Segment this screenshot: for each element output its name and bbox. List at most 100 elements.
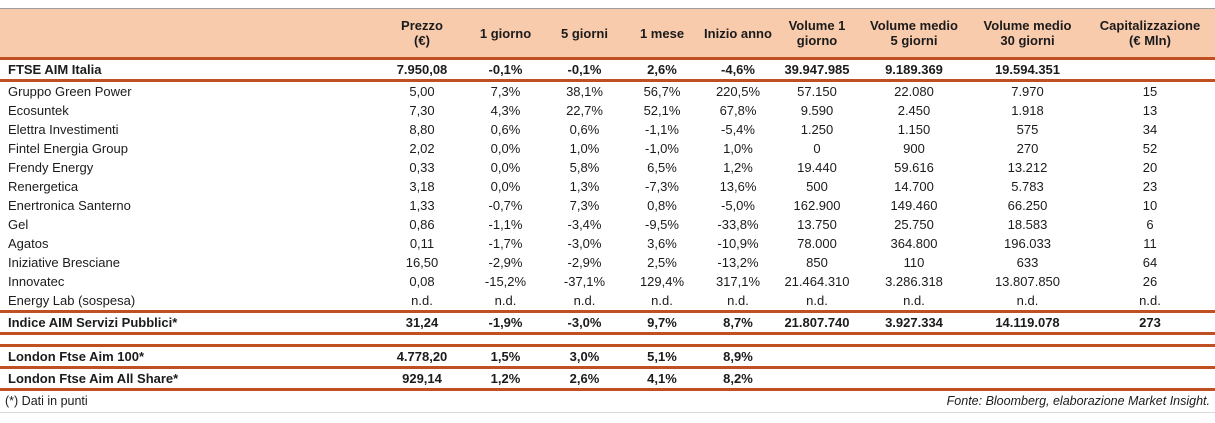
table-cell: -3,0% — [545, 310, 624, 335]
table-cell — [1085, 366, 1215, 391]
table-cell: n.d. — [903, 293, 925, 308]
col-header-volume-medio-5-giorni: Volume medio 5 giorni — [858, 8, 970, 59]
row-name: Ecosuntek — [8, 103, 69, 118]
table-row: Ecosuntek 7,30 4,3% 22,7% 52,1% 67,8% 9.590 2.4… — [0, 101, 1215, 120]
row-name: Renergetica — [8, 179, 79, 194]
table-cell — [970, 366, 1085, 391]
row-name: Gruppo Green Power — [8, 84, 132, 99]
col-header-volume-1-giorno: Volume 1 giorno — [776, 8, 858, 59]
table-cell: 273 — [1085, 310, 1215, 335]
table-cell: -0,1% — [545, 57, 624, 82]
table-cell: 0 — [813, 141, 821, 156]
table-cell: -3,0% — [567, 236, 602, 251]
table-cell: 6,5% — [647, 160, 677, 175]
table-cell: 3.286.318 — [885, 274, 943, 289]
table-cell: -2,9% — [567, 255, 602, 270]
table-cell: -0,7% — [488, 198, 523, 213]
table-cell: 3,0% — [545, 344, 624, 369]
table-cell: n.d. — [494, 293, 517, 308]
table-cell: 0,0% — [490, 179, 521, 194]
row-name: Energy Lab (sospesa) — [8, 293, 136, 308]
table-cell: -4,6% — [700, 57, 776, 82]
table-row: Iniziative Bresciane 16,50 -2,9% -2,9% 2,5% -… — [0, 253, 1215, 272]
table-row: Gruppo Green Power 5,00 7,3% 38,1% 56,7% 220,… — [0, 81, 1215, 102]
table-cell: 0,6% — [569, 122, 600, 137]
table-cell: 19.594.351 — [970, 57, 1085, 82]
col-header-5-giorni: 5 giorni — [545, 8, 624, 59]
table-row: Agatos 0,11 -1,7% -3,0% 3,6% -10,9% 78.000 364.… — [0, 234, 1215, 253]
table-cell: 64 — [1142, 255, 1158, 270]
table-cell: 13 — [1142, 103, 1158, 118]
table-cell: 633 — [1016, 255, 1039, 270]
source-note: Fonte: Bloomberg, elaborazione Market In… — [946, 394, 1210, 408]
table-cell: 220,5% — [715, 84, 761, 99]
table-cell: -10,9% — [717, 236, 759, 251]
table-cell: 2,5% — [647, 255, 677, 270]
table-cell: -1,7% — [488, 236, 523, 251]
table-cell: 38,1% — [566, 84, 603, 99]
row-name: Enertronica Santerno — [8, 198, 131, 213]
table-cell: 0,0% — [490, 141, 521, 156]
table-cell: 1,3% — [569, 179, 600, 194]
row-name: London Ftse Aim 100* — [0, 344, 378, 369]
table-body: FTSE AIM Italia 7.950,08 -0,1% -0,1% 2,6% -4,… — [0, 57, 1215, 391]
table-cell: 3,6% — [647, 236, 677, 251]
table-cell: 149.460 — [890, 198, 938, 213]
table-row: Fintel Energia Group 2,02 0,0% 1,0% -1,0% 1,0… — [0, 139, 1215, 158]
table-cell: n.d. — [727, 293, 749, 308]
table-cell: 13,6% — [719, 179, 757, 194]
table-cell: 0,0% — [490, 160, 521, 175]
table-cell: 2,02 — [409, 141, 435, 156]
table-cell: 52,1% — [643, 103, 681, 118]
table-cell: 7,3% — [490, 84, 521, 99]
footnote: (*) Dati in punti — [5, 394, 88, 408]
table-cell: 9.590 — [800, 103, 834, 118]
table-cell — [776, 344, 858, 369]
table-cell: 0,86 — [409, 217, 435, 232]
table-cell: 5,1% — [624, 344, 700, 369]
table-cell: 21.464.310 — [784, 274, 850, 289]
row-name: FTSE AIM Italia — [0, 57, 378, 82]
table-cell: -1,1% — [645, 122, 679, 137]
table-cell — [858, 344, 970, 369]
col-header-inizio-anno: Inizio anno — [700, 8, 776, 59]
table-cell: 31,24 — [378, 310, 466, 335]
table-cell: 1,0% — [723, 141, 753, 156]
table-cell: 270 — [1016, 141, 1039, 156]
table-cell: 26 — [1142, 274, 1158, 289]
table-cell: 5,8% — [569, 160, 600, 175]
table-cell: 25.750 — [894, 217, 934, 232]
row-name: Indice AIM Servizi Pubblici* — [0, 310, 378, 335]
row-name: Gel — [8, 217, 29, 232]
table-cell: 57.150 — [797, 84, 837, 99]
table-footer: (*) Dati in punti Fonte: Bloomberg, elab… — [0, 391, 1215, 412]
table-cell: 110 — [903, 255, 925, 270]
table-cell: -37,1% — [563, 274, 606, 289]
row-name: Innovatec — [8, 274, 65, 289]
row-name: Iniziative Bresciane — [8, 255, 120, 270]
table-row: Frendy Energy 0,33 0,0% 5,8% 6,5% 1,2% 19.440 5… — [0, 158, 1215, 177]
table-cell: 9,7% — [624, 310, 700, 335]
table-cell: 364.800 — [890, 236, 938, 251]
spacer-row — [0, 334, 1215, 346]
col-header-volume-medio-30-giorni: Volume medio 30 giorni — [970, 8, 1085, 59]
table-cell: 5.783 — [1011, 179, 1044, 194]
table-cell: 2.450 — [897, 103, 931, 118]
table-cell: 0,33 — [409, 160, 435, 175]
aim-italia-table: Prezzo (€) 1 giorno 5 giorni 1 mese Iniz… — [0, 8, 1215, 391]
table-cell: 23 — [1142, 179, 1158, 194]
table-cell: n.d. — [1016, 293, 1039, 308]
table-cell: -1,0% — [645, 141, 679, 156]
table-cell: 0,8% — [647, 198, 677, 213]
col-header-prezzo: Prezzo (€) — [378, 8, 466, 59]
table-cell: 1.250 — [800, 122, 834, 137]
table-cell: 929,14 — [378, 366, 466, 391]
table-cell: 8,7% — [700, 310, 776, 335]
table-cell: 900 — [903, 141, 925, 156]
table-cell: -3,4% — [567, 217, 602, 232]
table-cell: 1,33 — [409, 198, 435, 213]
table-cell: -15,2% — [484, 274, 527, 289]
table-cell: 14.700 — [894, 179, 934, 194]
table-cell: -9,5% — [645, 217, 679, 232]
row-name: Agatos — [8, 236, 49, 251]
